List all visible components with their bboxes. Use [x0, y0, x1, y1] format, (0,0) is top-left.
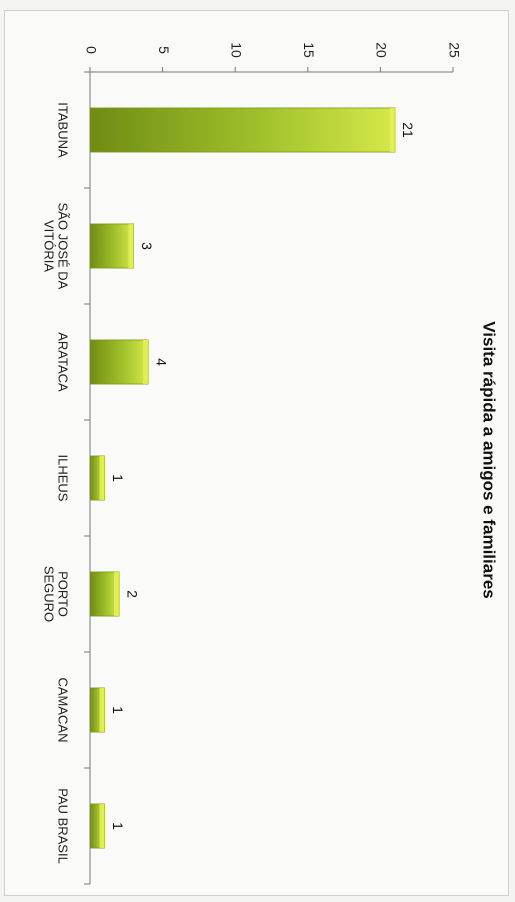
data-label: 2	[124, 590, 140, 598]
data-label: 21	[400, 122, 416, 138]
value-tick-label: 15	[301, 42, 317, 58]
category-label: ARATACA	[56, 332, 71, 392]
category-label: PAU BRASIL	[56, 788, 71, 864]
value-tick-label: 20	[374, 42, 390, 58]
bar-cap	[99, 687, 105, 733]
bar-cap	[99, 455, 105, 501]
value-tick-label: 25	[446, 42, 462, 58]
category-label: ILHEUS	[56, 455, 71, 502]
bar-cap	[389, 107, 395, 153]
data-label: 1	[110, 706, 126, 714]
value-tick-label: 10	[228, 42, 244, 58]
chart-title: Visita rápida a amigos e familiares	[480, 321, 499, 599]
bar-cap	[143, 339, 149, 385]
bar	[89, 339, 149, 385]
category-label: SEGURO	[42, 566, 57, 622]
data-label: 4	[153, 358, 169, 366]
bar	[89, 107, 396, 153]
category-label: CAMACAN	[56, 677, 71, 742]
data-label: 1	[110, 822, 126, 830]
bar-cap	[114, 571, 120, 617]
category-label: VITÓRIA	[42, 220, 57, 272]
value-tick-label: 5	[156, 46, 172, 54]
category-label: PORTO	[56, 571, 71, 617]
chart-frame	[4, 10, 509, 896]
data-label: 3	[139, 242, 155, 250]
value-tick-label: 0	[83, 46, 99, 54]
category-label: ITABUNA	[56, 102, 71, 158]
data-label: 1	[110, 474, 126, 482]
bar	[89, 223, 134, 269]
bar-cap	[128, 223, 134, 269]
category-label: SÃO JOSÉ DA	[56, 203, 71, 290]
bar-cap	[99, 803, 105, 849]
